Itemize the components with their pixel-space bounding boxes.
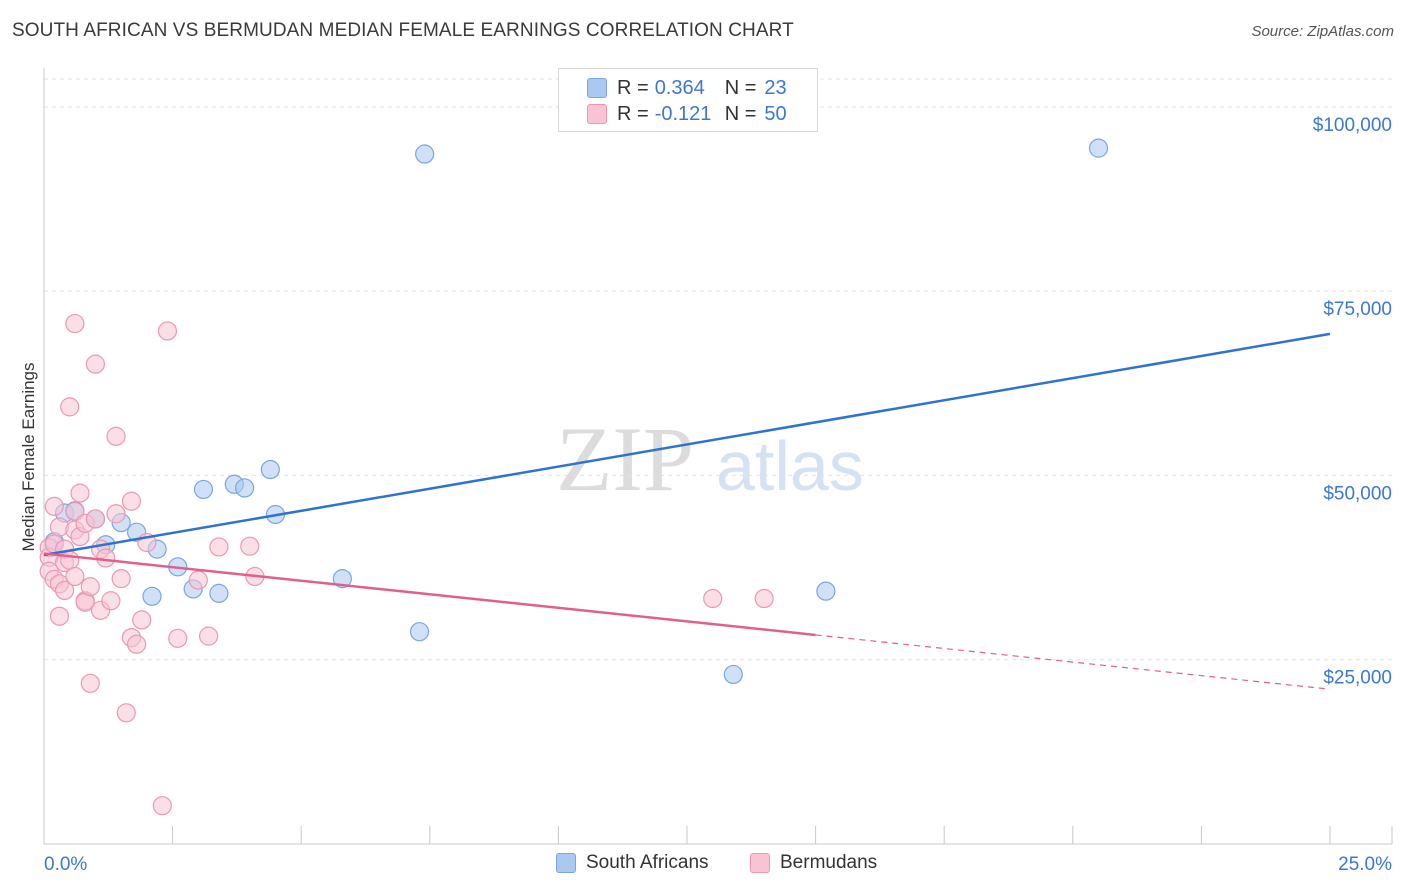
data-point-south-africans	[415, 144, 435, 164]
y-tick-label: $25,000	[1323, 668, 1392, 689]
trend-line-dashed-bermudans	[815, 634, 1331, 690]
y-tick-label: $50,000	[1323, 483, 1392, 504]
data-point-bermudans	[209, 537, 229, 557]
data-point-south-africans	[142, 586, 162, 606]
legend-item-south-africans[interactable]: South Africans	[556, 852, 709, 874]
data-point-bermudans	[96, 548, 116, 568]
data-point-bermudans	[116, 703, 136, 723]
y-tick-label: $75,000	[1323, 299, 1392, 320]
x-tick-label: 0.0%	[44, 854, 87, 875]
data-point-south-africans	[260, 459, 280, 480]
source-label: Source: ZipAtlas.com	[1251, 23, 1394, 40]
watermark-atlas: atlas	[716, 427, 864, 505]
legend-row-bermudans: R = -0.121 N = 50	[587, 101, 787, 127]
data-point-south-africans	[235, 478, 255, 498]
data-point-south-africans	[193, 479, 214, 500]
data-point-bermudans	[157, 321, 178, 341]
data-point-bermudans	[703, 588, 723, 609]
data-point-bermudans	[60, 397, 80, 417]
legend-n-label: N =	[724, 102, 757, 125]
data-point-south-africans	[332, 569, 352, 589]
data-point-bermudans	[80, 577, 100, 597]
data-point-bermudans	[85, 354, 106, 374]
data-point-bermudans	[199, 626, 219, 646]
legend-r-value: -0.121	[654, 102, 712, 125]
legend-n-label: N =	[724, 76, 757, 99]
data-point-bermudans	[49, 606, 70, 626]
data-point-bermudans	[70, 483, 90, 503]
trend-line-south-africans	[43, 332, 1331, 557]
legend-row-south-africans: R = 0.364 N = 23	[587, 75, 787, 101]
legend-swatch-south-africans	[587, 78, 607, 98]
data-point-bermudans	[44, 496, 64, 516]
data-point-bermudans	[65, 313, 85, 334]
legend-swatch-south-africans	[556, 853, 576, 873]
data-point-bermudans	[60, 550, 80, 570]
y-axis-label: Median Female Earnings	[19, 363, 38, 552]
data-point-bermudans	[54, 580, 75, 601]
stats-legend: R = 0.364 N = 23 R = -0.121 N = 50	[558, 68, 818, 132]
data-point-bermudans	[240, 536, 260, 556]
data-point-bermudans	[106, 426, 126, 446]
legend-swatch-bermudans	[587, 104, 607, 124]
legend-n-value: 23	[764, 76, 787, 99]
data-point-bermudans	[111, 569, 131, 589]
data-point-bermudans	[101, 591, 121, 611]
legend-swatch-bermudans	[750, 853, 770, 873]
data-point-south-africans	[816, 581, 836, 601]
legend-r-label: R =	[617, 76, 649, 99]
data-point-bermudans	[85, 509, 106, 529]
legend-n-value: 50	[764, 102, 787, 125]
trend-line-bermudans	[43, 552, 816, 637]
y-tick-label: $100,000	[1313, 115, 1392, 136]
data-point-south-africans	[409, 622, 430, 642]
data-point-bermudans	[132, 610, 152, 630]
x-tick-label: 25.0%	[1338, 854, 1392, 875]
data-point-bermudans	[188, 570, 208, 590]
data-point-bermudans	[168, 628, 188, 648]
legend-label-south-africans: South Africans	[586, 852, 709, 873]
data-point-south-africans	[1088, 138, 1109, 158]
legend-item-bermudans[interactable]: Bermudans	[750, 852, 877, 874]
data-point-south-africans	[209, 583, 229, 603]
legend-r-value: 0.364	[654, 76, 705, 99]
legend-r-label: R =	[617, 102, 649, 125]
data-point-bermudans	[80, 673, 100, 693]
data-point-bermudans	[121, 491, 142, 511]
data-point-bermudans	[65, 566, 85, 587]
chart-title: SOUTH AFRICAN VS BERMUDAN MEDIAN FEMALE …	[12, 20, 794, 41]
data-point-bermudans	[126, 634, 147, 654]
data-point-bermudans	[754, 588, 774, 609]
data-point-bermudans	[106, 504, 126, 524]
series-legend: South Africans Bermudans	[0, 852, 1406, 876]
data-point-bermudans	[152, 796, 172, 816]
data-point-south-africans	[723, 664, 743, 685]
watermark-zip: ZIP	[556, 408, 694, 510]
legend-label-bermudans: Bermudans	[780, 852, 878, 873]
